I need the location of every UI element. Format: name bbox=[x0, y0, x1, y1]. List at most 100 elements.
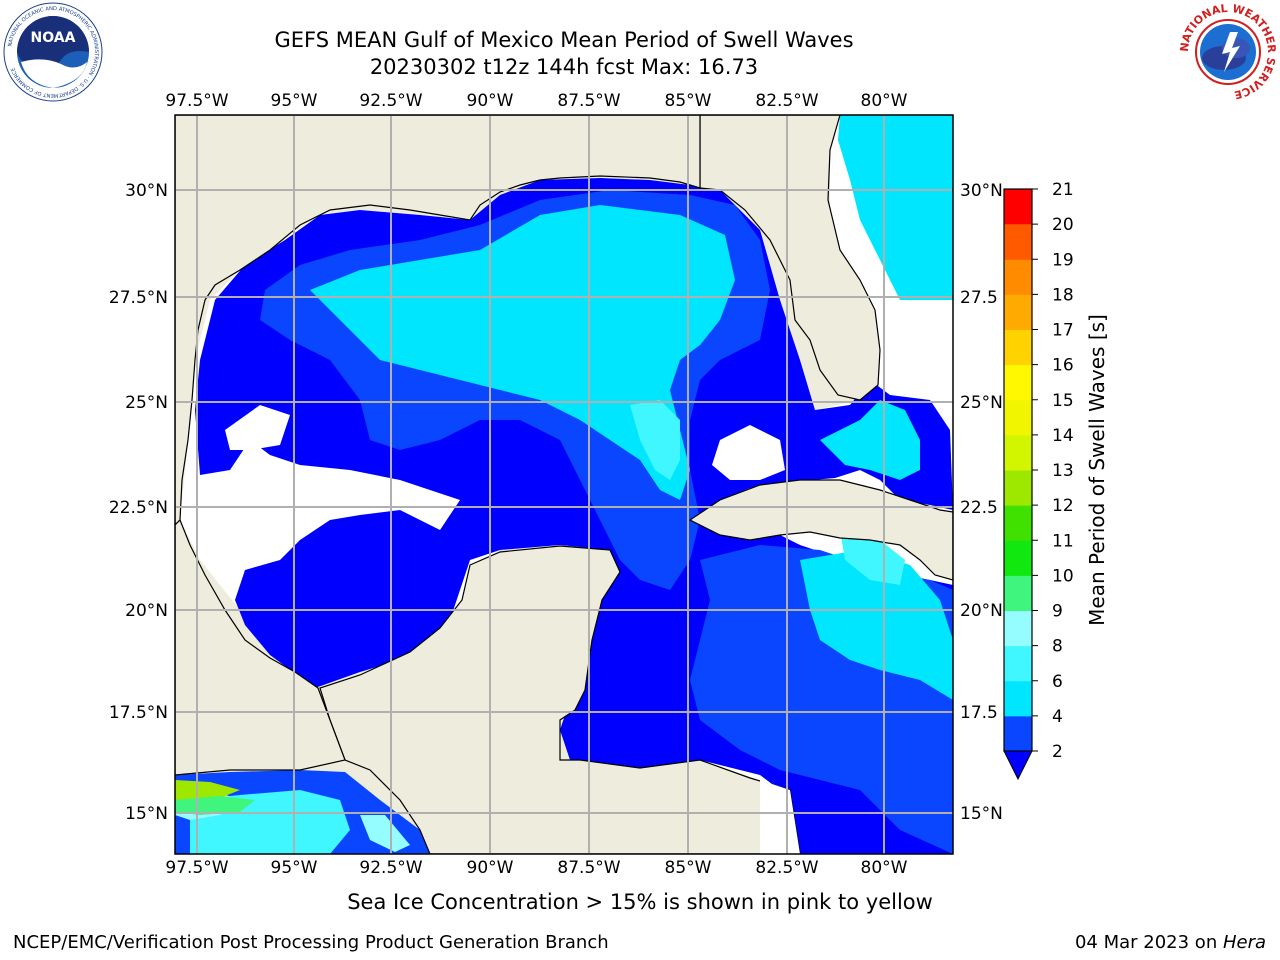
latitude-labels-right: 30°N 27.5 25°N 22.5 20°N 17.5 15°N bbox=[960, 181, 1003, 824]
latitude-label: 22.5°N bbox=[109, 498, 168, 518]
longitude-label: 82.5°W bbox=[755, 858, 818, 878]
colorbar-tick-label: 19 bbox=[1052, 250, 1074, 270]
colorbar-swatch bbox=[1004, 434, 1032, 471]
latitude-label: 27.5 bbox=[960, 288, 998, 308]
footer-machine: Hera bbox=[1222, 932, 1266, 953]
longitude-label: 80°W bbox=[861, 91, 908, 111]
sea-ice-note-text: Sea Ice Concentration > 15% is shown in … bbox=[347, 890, 933, 914]
us-gulf-coast-land bbox=[175, 115, 701, 526]
no-data-patch bbox=[712, 425, 785, 480]
colorbar-tick-label: 16 bbox=[1052, 356, 1074, 376]
colorbar: 2 4 6 8 9 10 11 12 13 14 15 16 17 18 19 20 21 bbox=[1003, 180, 1074, 781]
colorbar-tick-label: 6 bbox=[1052, 672, 1063, 692]
colorbar-swatch bbox=[1004, 364, 1032, 401]
colorbar-tick-label: 21 bbox=[1052, 180, 1074, 200]
colorbar-swatch bbox=[1004, 610, 1032, 647]
longitude-label: 90°W bbox=[467, 858, 514, 878]
colorbar-tick-label: 10 bbox=[1052, 566, 1074, 586]
colorbar-swatch bbox=[1004, 329, 1032, 366]
longitude-labels-bottom: 97.5°W 95°W 92.5°W 90°W 87.5°W 85°W 82.5°W 80°W bbox=[165, 858, 907, 878]
footer-branch: NCEP/EMC/Verification Post Processing Pr… bbox=[13, 932, 609, 953]
colorbar-swatch bbox=[1004, 470, 1032, 506]
colorbar-tick-label: 4 bbox=[1052, 707, 1063, 727]
colorbar-extend-triangle bbox=[1003, 750, 1033, 781]
swell-region-6-8s-keys bbox=[820, 400, 920, 480]
longitude-label: 87.5°W bbox=[557, 91, 620, 111]
colorbar-tick-label: 14 bbox=[1052, 426, 1074, 446]
longitude-labels-top: 97.5°W 95°W 92.5°W 90°W 87.5°W 85°W 82.5°W 80°W bbox=[165, 91, 907, 111]
longitude-label: 95°W bbox=[271, 91, 318, 111]
colorbar-tick-label: 2 bbox=[1052, 742, 1063, 762]
latitude-labels-left: 30°N 27.5°N 25°N 22.5°N 20°N 17.5°N 15°N bbox=[109, 181, 168, 824]
chart-title: GEFS MEAN Gulf of Mexico Mean Period of … bbox=[274, 28, 854, 52]
colorbar-tick-label: 9 bbox=[1052, 602, 1063, 622]
latitude-label: 20°N bbox=[125, 601, 168, 621]
colorbar-tick-label: 20 bbox=[1052, 215, 1074, 235]
longitude-label: 87.5°W bbox=[557, 858, 620, 878]
colorbar-swatch bbox=[1004, 399, 1032, 436]
nws-logo: NATIONAL WEATHER SERVICE bbox=[1178, 2, 1278, 101]
latitude-label: 30°N bbox=[125, 181, 168, 201]
map-area bbox=[175, 115, 953, 854]
colorbar-swatch bbox=[1004, 224, 1032, 260]
longitude-label: 97.5°W bbox=[165, 858, 228, 878]
latitude-label: 27.5°N bbox=[109, 288, 168, 308]
latitude-label: 20°N bbox=[960, 601, 1003, 621]
longitude-label: 80°W bbox=[861, 858, 908, 878]
colorbar-swatch bbox=[1004, 540, 1032, 576]
longitude-label: 92.5°W bbox=[359, 91, 422, 111]
noaa-logo-text: NOAA bbox=[31, 30, 76, 46]
latitude-label: 17.5 bbox=[960, 703, 998, 723]
longitude-label: 82.5°W bbox=[755, 91, 818, 111]
map-frame bbox=[174, 114, 954, 855]
swell-region-6-8s-caribbean bbox=[800, 550, 953, 700]
latitude-label: 15°N bbox=[960, 804, 1003, 824]
longitude-label: 97.5°W bbox=[165, 91, 228, 111]
colorbar-tick-label: 15 bbox=[1052, 391, 1074, 411]
pacific-swell-9-10s-b bbox=[360, 815, 410, 852]
colorbar-swatch bbox=[1004, 645, 1032, 682]
colorbar-tick-label: 18 bbox=[1052, 285, 1074, 305]
colorbar-tick-label: 11 bbox=[1052, 531, 1074, 551]
graticule bbox=[175, 115, 953, 854]
longitude-label: 85°W bbox=[665, 858, 712, 878]
colorbar-swatch bbox=[1004, 294, 1032, 330]
pacific-swell-10-11s bbox=[175, 796, 255, 815]
colorbar-swatch bbox=[1004, 680, 1032, 717]
colorbar-label: Mean Period of Swell Waves [s] bbox=[1085, 314, 1109, 626]
swell-region-6-8s-florida bbox=[838, 115, 953, 300]
sea-ice-note: Sea Ice Concentration > 15% is shown in … bbox=[0, 890, 1280, 914]
colorbar-swatch bbox=[1004, 259, 1032, 295]
latitude-label: 22.5 bbox=[960, 498, 998, 518]
swell-region-8-9s-caribbean bbox=[840, 530, 905, 585]
colorbar-tick-label: 17 bbox=[1052, 321, 1074, 341]
longitude-label: 90°W bbox=[467, 91, 514, 111]
yucatan-land bbox=[319, 545, 801, 854]
longitude-label: 92.5°W bbox=[359, 858, 422, 878]
latitude-label: 30°N bbox=[960, 181, 1003, 201]
swell-region-6-8s bbox=[310, 205, 735, 500]
no-data-patch-b bbox=[225, 405, 290, 450]
florida-land bbox=[699, 115, 881, 401]
footer-date: 04 Mar 2023 on Hera bbox=[1075, 932, 1266, 953]
colorbar-swatch bbox=[1004, 505, 1032, 541]
chart-subtitle: 20230302 t12z 144h fcst Max: 16.73 bbox=[369, 55, 759, 79]
swell-region-8-9s bbox=[630, 400, 680, 480]
colorbar-tick-label: 13 bbox=[1052, 461, 1074, 481]
footer-date-text: 04 Mar 2023 on bbox=[1074, 932, 1223, 953]
latitude-label: 25°N bbox=[960, 393, 1003, 413]
colorbar-swatch bbox=[1004, 715, 1032, 752]
colorbar-tick-label: 12 bbox=[1052, 496, 1074, 516]
latitude-label: 15°N bbox=[125, 804, 168, 824]
colorbar-swatch bbox=[1004, 575, 1032, 611]
noaa-logo: NOAA NATIONAL OCEANIC AND ATMOSPHERIC AD… bbox=[3, 2, 103, 102]
longitude-label: 85°W bbox=[665, 91, 712, 111]
longitude-label: 95°W bbox=[271, 858, 318, 878]
cuba-land bbox=[688, 479, 953, 581]
colorbar-tick-label: 8 bbox=[1052, 637, 1063, 657]
colorbar-swatch bbox=[1004, 189, 1032, 225]
no-data-patch-c bbox=[760, 780, 800, 854]
latitude-label: 17.5°N bbox=[109, 703, 168, 723]
latitude-label: 25°N bbox=[125, 393, 168, 413]
